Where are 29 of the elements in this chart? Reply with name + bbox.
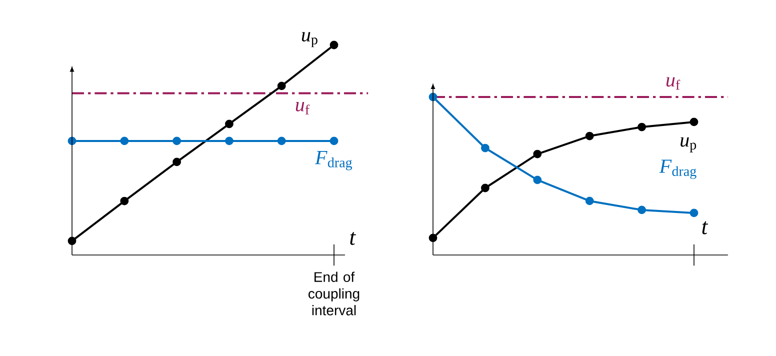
point [690, 118, 698, 126]
point [120, 196, 129, 206]
point [481, 144, 490, 152]
text: End of coupling interval [308, 272, 360, 316]
x-axis-title: t [350, 232, 356, 245]
ref-line-label: u$_{f}$ [296, 102, 310, 114]
point [120, 136, 129, 146]
point [638, 122, 646, 132]
point [172, 136, 182, 146]
point [277, 82, 286, 90]
point [277, 136, 286, 146]
series-label: F$_{drag}$ [314, 151, 352, 170]
series-label: u$_{p}$ [302, 32, 318, 48]
point [585, 196, 594, 206]
point [481, 184, 490, 192]
point [690, 208, 698, 218]
x-axis-title: t [702, 221, 708, 234]
series-label: F$_{drag}$ [659, 160, 696, 179]
point [533, 176, 542, 184]
point [638, 206, 646, 214]
point [330, 40, 338, 50]
point [585, 132, 594, 140]
point [225, 120, 234, 128]
point [533, 150, 542, 158]
point [330, 136, 338, 146]
point [225, 136, 234, 146]
series-label: u$_{p}$ [680, 137, 696, 152]
point [172, 158, 182, 166]
ref-line-label: u$_{f}$ [666, 77, 680, 90]
